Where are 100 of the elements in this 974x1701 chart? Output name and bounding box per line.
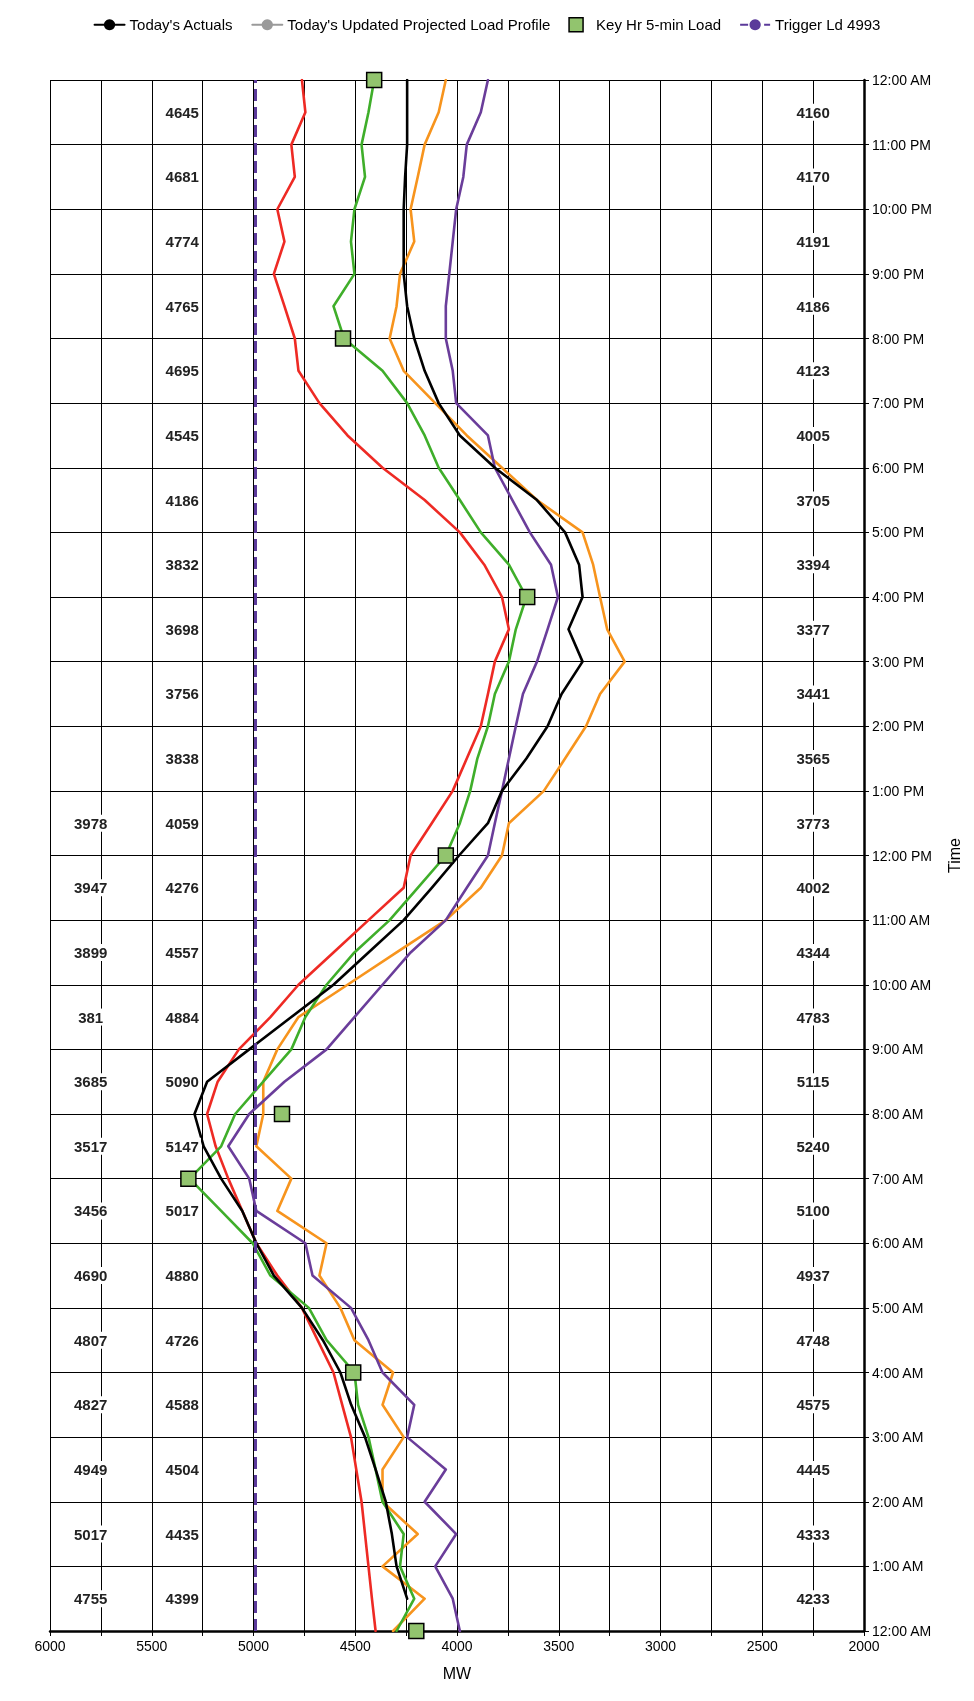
annotation: 3456 — [74, 1202, 108, 1220]
x-tick-label: 2000 — [848, 1638, 880, 1654]
annotation: 3441 — [796, 685, 830, 703]
x-tick-label: 3500 — [543, 1638, 575, 1654]
y-tick-label: 6:00 PM — [872, 459, 925, 476]
x-tick-label: 6000 — [34, 1638, 66, 1654]
y-tick-label: 2:00 AM — [872, 1493, 924, 1510]
y-tick-label: 3:00 AM — [872, 1429, 924, 1446]
annotation: 3698 — [165, 620, 199, 638]
annotation: 4726 — [165, 1331, 199, 1349]
y-tick-label: 5:00 AM — [872, 1299, 924, 1316]
x-axis-title: MW — [442, 1664, 473, 1682]
annotation: 4827 — [74, 1396, 108, 1414]
annotation: 4504 — [165, 1460, 200, 1478]
y-tick-label: 9:00 AM — [872, 1041, 924, 1058]
annotation: 3838 — [165, 750, 199, 768]
y-tick-label: 8:00 AM — [872, 1106, 924, 1122]
y-axis-title: Time — [945, 837, 963, 873]
annotation: 4186 — [165, 491, 199, 509]
annotation: 4276 — [165, 879, 199, 897]
annotation: 4690 — [74, 1267, 108, 1285]
annotation: 4949 — [74, 1460, 108, 1478]
annotation: 4002 — [796, 879, 830, 897]
y-tick-label: 1:00 AM — [872, 1558, 924, 1575]
annotation: 4545 — [165, 426, 199, 444]
annotation: 5017 — [74, 1525, 108, 1543]
y-tick-label: 4:00 AM — [872, 1364, 924, 1381]
y-tick-label: 6:00 AM — [872, 1235, 924, 1252]
y-tick-label: 1:00 PM — [872, 782, 925, 799]
annotation: 4774 — [165, 233, 200, 251]
annotation: 5017 — [165, 1202, 199, 1220]
x-tick-label: 2500 — [746, 1638, 779, 1654]
annotation: 4681 — [165, 168, 199, 186]
annotation: 3517 — [74, 1137, 108, 1155]
annotation: 4333 — [796, 1525, 830, 1543]
legend-label: Today's Updated Projected Load Profile — [287, 16, 551, 34]
y-tick-label: 11:00 AM — [872, 912, 931, 929]
x-tick-label: 5500 — [136, 1638, 168, 1654]
annotation: 4557 — [165, 943, 199, 961]
annotation: 5100 — [796, 1202, 830, 1220]
annotation: 4344 — [796, 943, 831, 961]
annotation: 4059 — [165, 814, 199, 832]
y-tick-label: 12:00 AM — [872, 72, 932, 88]
annotation: 3978 — [74, 814, 108, 832]
annotation: 4645 — [165, 103, 199, 121]
annotation: 4880 — [165, 1267, 199, 1285]
annotation: 3899 — [74, 943, 108, 961]
annotation: 3565 — [796, 750, 830, 768]
annotation: 381 — [78, 1008, 104, 1026]
y-tick-label: 3:00 PM — [872, 653, 925, 670]
annotation: 4170 — [796, 168, 830, 186]
x-tick-label: 4000 — [441, 1638, 473, 1654]
annotation: 4435 — [165, 1525, 199, 1543]
x-tick-label: 3000 — [644, 1638, 677, 1654]
annotation: 4937 — [796, 1267, 830, 1285]
legend-label: Trigger Ld 4993 — [775, 16, 881, 34]
y-tick-label: 4:00 PM — [872, 589, 925, 605]
x-tick-label: 4500 — [339, 1638, 372, 1654]
annotation: 4399 — [165, 1590, 199, 1608]
annotation: 4755 — [74, 1590, 108, 1608]
annotation: 3947 — [74, 879, 108, 897]
y-tick-label: 11:00 PM — [872, 136, 931, 153]
annotation: 3756 — [165, 685, 199, 703]
annotation: 4807 — [74, 1331, 108, 1349]
annotation: 4575 — [796, 1396, 830, 1414]
annotation: 4186 — [796, 297, 830, 315]
y-tick-label: 12:00 AM — [872, 1623, 932, 1639]
annotation: 4783 — [796, 1008, 830, 1026]
annotation: 5147 — [165, 1137, 199, 1155]
annotation: 5090 — [165, 1073, 199, 1091]
y-tick-label: 10:00 AM — [872, 976, 932, 993]
y-tick-label: 8:00 PM — [872, 330, 925, 347]
y-tick-label: 10:00 PM — [872, 201, 932, 218]
legend-label: Key Hr 5-min Load — [596, 16, 722, 34]
annotation: 4005 — [796, 426, 830, 444]
legend-label: Today's Actuals — [129, 16, 233, 34]
annotation: 4445 — [796, 1460, 830, 1478]
annotation: 4233 — [796, 1590, 830, 1608]
annotation: 4695 — [165, 362, 199, 380]
annotation: 5240 — [796, 1137, 830, 1155]
annotation: 4765 — [165, 297, 199, 315]
annotation: 4191 — [796, 233, 830, 251]
annotation: 3394 — [796, 556, 831, 574]
annotation: 3685 — [74, 1073, 108, 1091]
annotation: 4588 — [165, 1396, 199, 1414]
annotation: 3832 — [165, 556, 199, 574]
y-tick-label: 7:00 AM — [872, 1170, 924, 1187]
annotation: 3377 — [796, 620, 830, 638]
y-tick-label: 9:00 PM — [872, 265, 925, 282]
annotation: 5115 — [796, 1073, 830, 1091]
y-tick-label: 12:00 PM — [872, 847, 932, 864]
annotation: 3705 — [796, 491, 830, 509]
y-tick-label: 7:00 PM — [872, 395, 925, 412]
annotation: 3773 — [796, 814, 830, 832]
annotation: 4884 — [165, 1008, 200, 1026]
y-tick-label: 5:00 PM — [872, 524, 925, 541]
annotation: 4123 — [796, 362, 830, 380]
annotation: 4748 — [796, 1331, 830, 1349]
x-tick-label: 5000 — [237, 1638, 270, 1654]
annotation: 4160 — [796, 103, 830, 121]
